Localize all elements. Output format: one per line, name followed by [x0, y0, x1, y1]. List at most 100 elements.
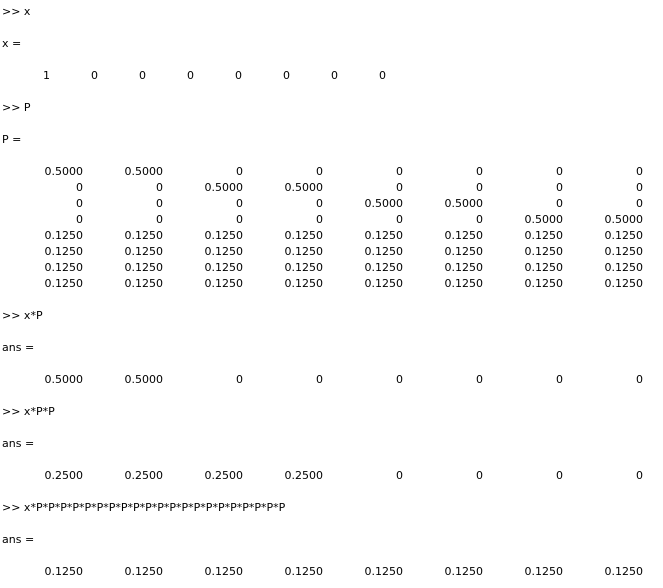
- matrix-cell: 0.1250: [445, 245, 484, 258]
- matrix-cell: 0: [331, 69, 338, 82]
- matrix-cell: 0.1250: [525, 261, 564, 274]
- matrix-cell: 0.5000: [45, 165, 84, 178]
- matrix-cell: 0: [396, 181, 403, 194]
- matrix-cell: 0: [316, 213, 323, 226]
- matrix-cell: 0: [636, 181, 643, 194]
- matrix-cell: 0.1250: [45, 261, 84, 274]
- matrix-cell: 0.1250: [205, 277, 244, 290]
- matrix-cell: 0: [476, 373, 483, 386]
- matrix-cell: 0.1250: [605, 277, 644, 290]
- matrix-cell: 0.1250: [445, 261, 484, 274]
- matrix-cell: 0: [556, 165, 563, 178]
- matrix-cell: 0: [476, 165, 483, 178]
- matrix-cell: 0: [379, 69, 386, 82]
- matrix-cell: 0: [636, 165, 643, 178]
- matrix-cell: 0.5000: [525, 213, 564, 226]
- matrix-cell: 0.5000: [445, 197, 484, 210]
- matrix-cell: 0: [476, 181, 483, 194]
- matrix-cell: 0.1250: [605, 229, 644, 242]
- matrix-cell: 0.1250: [45, 229, 84, 242]
- matrix-cell: 0.1250: [125, 229, 164, 242]
- matrix-cell: 0.1250: [605, 245, 644, 258]
- matrix-cell: 0: [91, 69, 98, 82]
- matrix-cell: 0: [636, 373, 643, 386]
- matrix-cell: 0: [316, 165, 323, 178]
- matrix-cell: 0.1250: [445, 229, 484, 242]
- matrix-cell: 1: [43, 69, 50, 82]
- matrix-cell: 0.1250: [205, 245, 244, 258]
- command: >> x*P*P: [2, 405, 55, 418]
- matrix-cell: 0: [139, 69, 146, 82]
- matrix-cell: 0.1250: [525, 277, 564, 290]
- matrix-cell: 0.1250: [45, 277, 84, 290]
- matrix-cell: 0.1250: [285, 277, 324, 290]
- matrix-cell: 0: [236, 213, 243, 226]
- matrix-cell: 0.1250: [605, 261, 644, 274]
- matrix-cell: 0: [316, 373, 323, 386]
- matrix-cell: 0.1250: [365, 229, 404, 242]
- matrix-cell: 0.1250: [125, 261, 164, 274]
- matrix-cell: 0.5000: [45, 373, 84, 386]
- matrix-cell: 0.2500: [125, 469, 164, 482]
- command: >> P: [2, 101, 31, 114]
- output-name: ans =: [2, 341, 34, 354]
- matrix-cell: 0.1250: [605, 565, 644, 578]
- matrix-cell: 0.2500: [45, 469, 84, 482]
- matrix-cell: 0: [556, 181, 563, 194]
- matrix-cell: 0: [283, 69, 290, 82]
- matrix-cell: 0.5000: [205, 181, 244, 194]
- matrix-cell: 0: [476, 213, 483, 226]
- matrix-cell: 0: [235, 69, 242, 82]
- output-name: x =: [2, 37, 21, 50]
- matrix-cell: 0.1250: [525, 229, 564, 242]
- matrix-cell: 0.1250: [525, 245, 564, 258]
- matrix-cell: 0.1250: [285, 565, 324, 578]
- matrix-cell: 0.1250: [205, 229, 244, 242]
- matrix-cell: 0: [556, 197, 563, 210]
- matrix-cell: 0: [396, 165, 403, 178]
- matrix-cell: 0.1250: [125, 565, 164, 578]
- matrix-cell: 0: [396, 469, 403, 482]
- matrix-cell: 0.1250: [365, 245, 404, 258]
- matrix-cell: 0.5000: [285, 181, 324, 194]
- matrix-cell: 0.1250: [285, 261, 324, 274]
- matrix-cell: 0: [156, 213, 163, 226]
- matrix-cell: 0.1250: [365, 565, 404, 578]
- matrix-cell: 0: [396, 213, 403, 226]
- matrix-cell: 0: [556, 373, 563, 386]
- matrix-cell: 0.1250: [445, 565, 484, 578]
- matrix-cell: 0.1250: [45, 565, 84, 578]
- output-name: P =: [2, 133, 21, 146]
- output-name: ans =: [2, 437, 34, 450]
- matrix-cell: 0: [76, 213, 83, 226]
- matrix-cell: 0.2500: [205, 469, 244, 482]
- matrix-cell: 0.1250: [365, 261, 404, 274]
- matrix-cell: 0: [236, 197, 243, 210]
- matrix-cell: 0.5000: [365, 197, 404, 210]
- matrix-cell: 0.2500: [285, 469, 324, 482]
- matrix-cell: 0: [636, 469, 643, 482]
- command: >> x: [2, 5, 31, 18]
- matrix-cell: 0: [236, 165, 243, 178]
- matrix-cell: 0.5000: [125, 373, 164, 386]
- matrix-cell: 0.1250: [125, 245, 164, 258]
- matrix-cell: 0.1250: [205, 565, 244, 578]
- matrix-cell: 0: [76, 181, 83, 194]
- command: >> x*P*P*P*P*P*P*P*P*P*P*P*P*P*P*P*P*P*P…: [2, 501, 286, 514]
- output-name: ans =: [2, 533, 34, 546]
- matrix-cell: 0.1250: [125, 277, 164, 290]
- matrix-cell: 0: [236, 373, 243, 386]
- matrix-cell: 0: [476, 469, 483, 482]
- matrix-cell: 0.1250: [285, 245, 324, 258]
- matrix-cell: 0: [76, 197, 83, 210]
- matrix-cell: 0: [156, 181, 163, 194]
- matrix-cell: 0: [636, 197, 643, 210]
- matrix-cell: 0.1250: [525, 565, 564, 578]
- matrix-cell: 0: [156, 197, 163, 210]
- matrix-cell: 0.1250: [205, 261, 244, 274]
- matrix-cell: 0: [316, 197, 323, 210]
- matrix-cell: 0.1250: [45, 245, 84, 258]
